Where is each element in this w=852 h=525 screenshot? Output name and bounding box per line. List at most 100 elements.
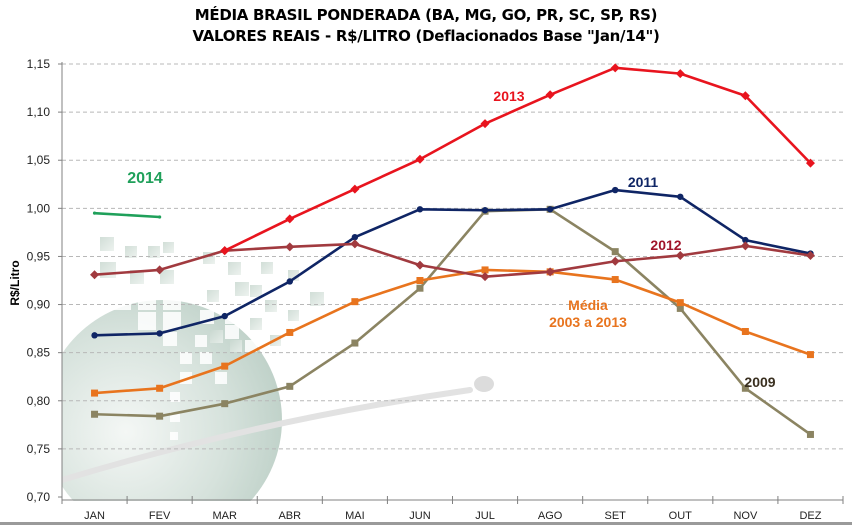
x-tick-label: JUL <box>475 510 495 522</box>
decorative-square <box>113 292 131 310</box>
x-tick-label: AGO <box>538 510 563 522</box>
series-line <box>94 268 811 395</box>
x-tick-label: NOV <box>733 510 758 522</box>
data-point <box>546 206 554 213</box>
decorative-square <box>100 237 114 251</box>
y-tick-labels: 0,70 0,75 0,80 0,85 0,90 0,95 1,00 1,05 1,10 1,15 <box>27 57 51 504</box>
series-label: 2014 <box>127 170 163 187</box>
data-point <box>415 260 425 270</box>
x-tick-label: ABR <box>278 510 301 522</box>
decorative-square <box>138 312 156 330</box>
data-point <box>416 277 424 284</box>
decorative-square <box>195 335 207 347</box>
series-label: 2009 <box>744 374 775 390</box>
decorative-square <box>228 262 241 275</box>
data-point <box>416 206 424 213</box>
data-point <box>92 211 97 215</box>
decorative-square <box>288 270 299 281</box>
x-tick-label: OUT <box>669 510 693 522</box>
decorative-square <box>180 352 192 364</box>
y-tick-label: 0,80 <box>27 394 51 408</box>
data-point <box>610 63 620 73</box>
data-point <box>90 270 100 280</box>
chart-subtitle: VALORES REAIS - R$/LITRO (Deflacionados … <box>192 27 660 45</box>
decorative-square <box>225 325 239 339</box>
data-point <box>805 158 815 168</box>
data-point <box>677 193 684 200</box>
decorative-square <box>163 242 174 253</box>
x-tick-label: SET <box>605 510 627 522</box>
data-point <box>675 69 685 79</box>
decorative-square <box>163 332 177 346</box>
data-point <box>286 328 294 336</box>
y-tick-label: 0,90 <box>27 298 51 312</box>
data-point <box>91 410 99 418</box>
series-line <box>94 211 160 219</box>
data-point <box>611 276 619 284</box>
series-label: 2012 <box>650 237 681 253</box>
data-point <box>806 351 814 359</box>
data-point <box>806 430 814 438</box>
data-point <box>220 246 230 256</box>
data-point <box>350 239 360 249</box>
data-point <box>156 412 164 420</box>
axes <box>61 62 844 504</box>
decorative-square <box>265 300 277 312</box>
decorative-square <box>100 262 116 278</box>
decorative-square <box>207 290 219 302</box>
decorative-squares <box>88 237 324 440</box>
data-point <box>676 299 684 307</box>
x-tick-label: FEV <box>149 510 171 522</box>
series-2013 <box>220 63 815 256</box>
data-point <box>155 265 165 275</box>
series-2012 <box>90 239 815 282</box>
data-point <box>545 267 555 277</box>
data-point <box>156 384 164 392</box>
decorative-square <box>163 312 181 330</box>
decorative-square <box>250 285 262 297</box>
data-point <box>91 389 99 397</box>
decorative-square <box>170 392 180 402</box>
data-point <box>480 272 490 282</box>
y-tick-label: 1,05 <box>27 153 51 167</box>
y-tick-label: 0,95 <box>27 249 51 263</box>
decorative-square <box>130 270 144 284</box>
y-tick-label: 1,10 <box>27 105 51 119</box>
data-point <box>221 400 229 408</box>
data-point <box>481 207 489 214</box>
decorative-square <box>288 310 299 321</box>
series-line <box>94 242 811 278</box>
y-tick-label: 1,00 <box>27 201 51 215</box>
x-tick-labels: JAN FEV MAR ABR MAI JUN JUL AGO SET OUT NOV DEZ <box>84 510 822 522</box>
data-point <box>351 298 359 306</box>
x-tick-label: MAR <box>212 510 237 522</box>
chart-title: MÉDIA BRASIL PONDERADA (BA, MG, GO, PR, … <box>194 6 658 24</box>
series-label: 2013 <box>493 88 524 104</box>
data-point <box>156 330 163 337</box>
decorative-square <box>235 282 249 296</box>
data-point <box>350 184 360 194</box>
series-group <box>90 63 815 438</box>
data-point <box>351 234 359 241</box>
x-tick-label: JAN <box>84 510 105 522</box>
data-point <box>351 339 359 347</box>
decorative-square <box>200 352 212 364</box>
series-line <box>224 66 812 252</box>
decorative-square <box>138 292 156 310</box>
y-tick-label: 0,75 <box>27 442 51 456</box>
y-tick-label: 0,70 <box>27 490 51 504</box>
data-point <box>740 241 750 251</box>
decorative-square <box>148 246 160 258</box>
decorative-swoosh <box>62 387 473 483</box>
data-point <box>611 248 619 256</box>
data-point <box>221 362 229 370</box>
data-point <box>158 215 162 219</box>
y-tick-label: 1,15 <box>27 57 51 71</box>
data-point <box>805 250 815 260</box>
data-point <box>740 91 750 101</box>
series-2014 <box>92 211 162 219</box>
y-axis-label: R$/Litro <box>8 260 22 305</box>
data-point <box>742 236 749 244</box>
